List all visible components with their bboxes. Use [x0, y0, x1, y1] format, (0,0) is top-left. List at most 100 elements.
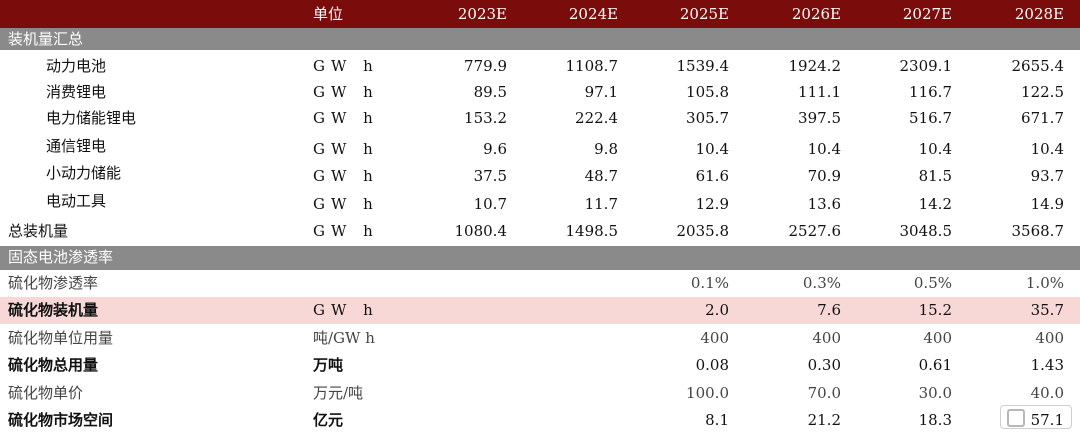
- row-unit: 万元/吨: [313, 384, 364, 402]
- row-value: 10.4: [918, 140, 952, 158]
- row-value: 153.2: [464, 109, 507, 127]
- row-value: 516.7: [909, 109, 952, 127]
- table-row: 硫化物总用量 万吨 0.08 0.30 0.61 1.43: [0, 352, 1080, 378]
- unit-header: 单位: [313, 5, 344, 23]
- table-row: 小动力储能 GW h 37.5 48.7 61.6 70.9 81.5 93.7: [0, 163, 1080, 189]
- row-unit: GW h: [313, 222, 379, 240]
- total-row: 总装机量 GW h 1080.4 1498.5 2035.8 2527.6 30…: [0, 218, 1080, 246]
- row-value: 10.4: [1030, 140, 1064, 158]
- row-value: 57.1: [1030, 411, 1064, 429]
- row-value: 779.9: [464, 57, 507, 75]
- row-unit: 亿元: [313, 411, 344, 429]
- row-label: 小动力储能: [46, 164, 122, 182]
- year-header: 2023E: [457, 5, 507, 23]
- row-value: 0.30: [807, 356, 841, 374]
- row-value: 1539.4: [676, 57, 730, 75]
- row-value: 2527.6: [788, 222, 842, 240]
- section-title: 固态电池渗透率: [8, 248, 114, 266]
- table-row: 电力储能锂电 GW h 153.2 222.4 305.7 397.5 516.…: [0, 108, 1080, 134]
- row-value: 400: [1035, 329, 1064, 347]
- row-label: 硫化物单位用量: [8, 329, 114, 347]
- row-value: 10.4: [695, 140, 729, 158]
- year-header: 2024E: [568, 5, 618, 23]
- row-value: 89.5: [473, 83, 507, 101]
- row-value: 3048.5: [899, 222, 953, 240]
- row-label: 电力储能锂电: [46, 109, 137, 127]
- row-value: 400: [923, 329, 952, 347]
- row-value: 2309.1: [899, 57, 953, 75]
- row-unit: GW h: [313, 83, 379, 101]
- row-value: 2655.4: [1011, 57, 1065, 75]
- row-value: 8.1: [705, 411, 729, 429]
- row-value: 81.5: [918, 167, 952, 185]
- row-label: 硫化物总用量: [8, 356, 99, 374]
- row-label: 硫化物渗透率: [8, 274, 99, 292]
- row-value: 1.0%: [1025, 274, 1064, 292]
- row-value: 0.1%: [690, 274, 729, 292]
- row-value: 122.5: [1021, 83, 1064, 101]
- row-value: 9.6: [483, 140, 507, 158]
- row-value: 2035.8: [676, 222, 730, 240]
- row-value: 14.9: [1030, 195, 1064, 213]
- row-unit: GW h: [313, 195, 379, 213]
- row-value: 1.43: [1030, 356, 1064, 374]
- row-value: 0.08: [695, 356, 729, 374]
- row-value: 70.9: [807, 167, 841, 185]
- row-value: 0.5%: [913, 274, 952, 292]
- row-label: 消费锂电: [46, 83, 107, 101]
- row-unit: GW h: [313, 301, 379, 319]
- row-value: 97.1: [584, 83, 618, 101]
- row-value: 11.7: [584, 195, 618, 213]
- watermark-logo: [1000, 405, 1072, 429]
- row-label: 硫化物单价: [8, 384, 84, 402]
- table-row: 硫化物单价 万元/吨 100.0 70.0 30.0 40.0: [0, 380, 1080, 406]
- row-value: 116.7: [909, 83, 952, 101]
- row-value: 400: [812, 329, 841, 347]
- row-value: 61.6: [695, 167, 729, 185]
- row-value: 70.0: [807, 384, 841, 402]
- row-value: 93.7: [1030, 167, 1064, 185]
- year-header: 2028E: [1014, 5, 1064, 23]
- row-value: 21.2: [807, 411, 841, 429]
- row-value: 10.4: [807, 140, 841, 158]
- table-row: 硫化物渗透率 0.1% 0.3% 0.5% 1.0%: [0, 270, 1080, 296]
- row-unit: 吨/GW h: [313, 329, 375, 347]
- table-row: 动力电池 GW h 779.9 1108.7 1539.4 1924.2 230…: [0, 56, 1080, 82]
- row-label: 通信锂电: [46, 137, 107, 155]
- row-value: 9.8: [594, 140, 618, 158]
- row-value: 305.7: [686, 109, 729, 127]
- section-header: 固态电池渗透率: [0, 246, 1080, 270]
- row-value: 7.6: [817, 301, 841, 319]
- row-label: 总装机量: [8, 222, 69, 240]
- row-value: 30.0: [918, 384, 952, 402]
- row-value: 12.9: [695, 195, 729, 213]
- row-value: 111.1: [798, 83, 841, 101]
- table-row: 通信锂电 GW h 9.6 9.8 10.4 10.4 10.4 10.4: [0, 136, 1080, 162]
- year-header: 2025E: [679, 5, 729, 23]
- table-row: 消费锂电 GW h 89.5 97.1 105.8 111.1 116.7 12…: [0, 82, 1080, 108]
- row-value: 13.6: [807, 195, 841, 213]
- section-title: 装机量汇总: [8, 30, 84, 48]
- row-value: 400: [700, 329, 729, 347]
- table-row-highlighted: 硫化物装机量 GW h 2.0 7.6 15.2 35.7: [0, 297, 1080, 324]
- row-value: 397.5: [798, 109, 841, 127]
- row-value: 222.4: [575, 109, 618, 127]
- row-unit: GW h: [313, 57, 379, 75]
- row-label: 动力电池: [46, 57, 107, 75]
- row-label: 硫化物市场空间: [8, 411, 114, 429]
- table-row: 硫化物单位用量 吨/GW h 400 400 400 400: [0, 325, 1080, 351]
- row-value: 48.7: [584, 167, 618, 185]
- row-unit: 万吨: [313, 356, 344, 374]
- row-value: 1108.7: [565, 57, 619, 75]
- row-value: 1924.2: [788, 57, 842, 75]
- row-value: 40.0: [1030, 384, 1064, 402]
- row-value: 15.2: [918, 301, 952, 319]
- row-unit: GW h: [313, 109, 379, 127]
- row-value: 14.2: [918, 195, 952, 213]
- logo-icon: [1007, 409, 1025, 427]
- header-row: 单位 2023E 2024E 2025E 2026E 2027E 2028E: [0, 0, 1080, 28]
- row-value: 37.5: [473, 167, 507, 185]
- row-value: 1080.4: [454, 222, 508, 240]
- row-value: 0.3%: [802, 274, 841, 292]
- row-unit: GW h: [313, 167, 379, 185]
